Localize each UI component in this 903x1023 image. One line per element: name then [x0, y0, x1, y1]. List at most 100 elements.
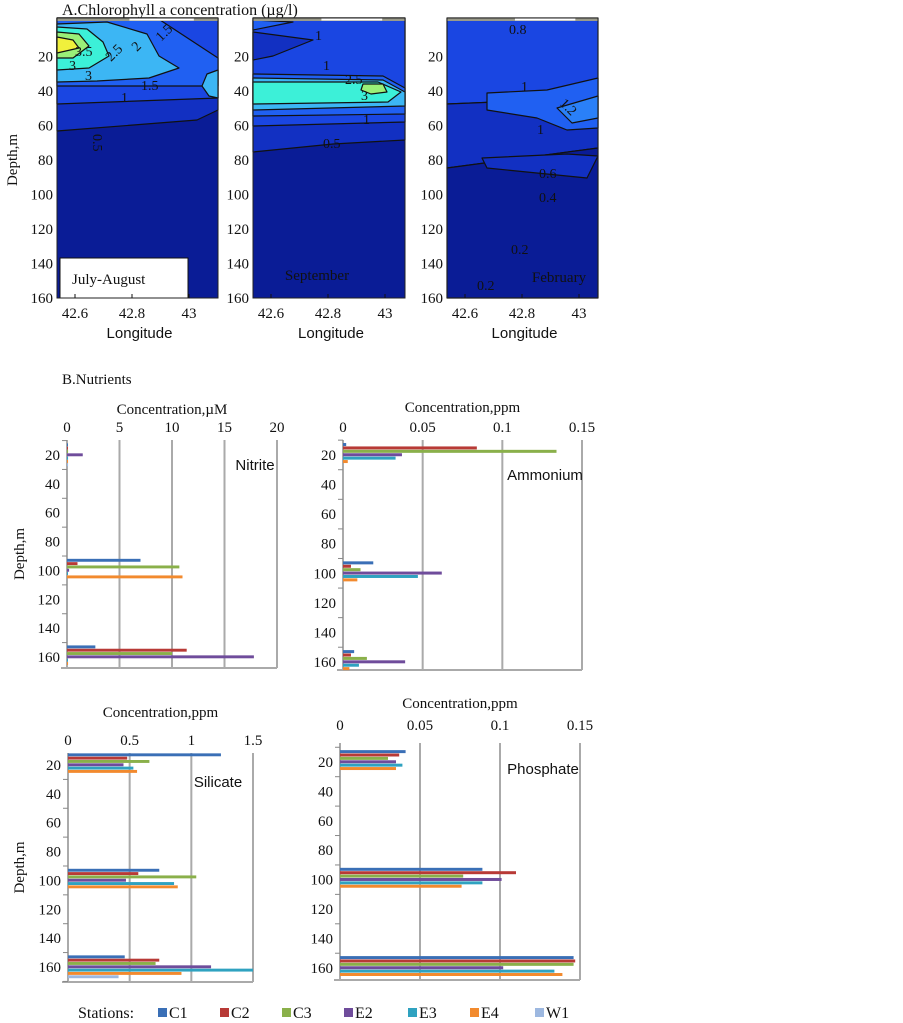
bar-phosphate-E4-100m — [340, 884, 462, 888]
bar-chart-silicate: Concentration,ppm 0 0.5 1 1.5 20 40 60 80 100 120 1… — [12, 705, 263, 983]
y-tick-label: 160 — [227, 291, 250, 307]
y-tick-label: 100 — [227, 188, 250, 204]
legend-swatch — [408, 1008, 417, 1017]
bar-phosphate-C1-100m — [340, 867, 483, 871]
bar-phosphate-E2-100m — [340, 877, 502, 881]
bar-silicate-C3-20m — [68, 759, 150, 763]
contour-panel-february: 0.811.210.60.40.20.2February204060801001… — [421, 17, 599, 342]
panel-label-box — [59, 257, 189, 299]
bar-phosphate-C2-160m — [340, 959, 576, 963]
legend-item-E2: E2 — [344, 1005, 373, 1022]
x-tick-label: 10 — [165, 420, 180, 436]
bar-ammonium-C2-100m — [343, 564, 351, 568]
station-strip-marker — [129, 18, 194, 21]
panel-label: February — [532, 270, 587, 286]
x-tick-label: 0.1 — [493, 420, 512, 436]
bar-nitrite-C1-100m — [67, 558, 141, 562]
legend-item-E4: E4 — [470, 1005, 499, 1022]
x-axis-label: Longitude — [107, 325, 173, 342]
bar-silicate-E3-20m — [68, 766, 134, 770]
bar-nitrite-C2-160m — [67, 648, 187, 652]
y-tick-label: 20 — [428, 50, 443, 66]
x-tick-label: 0.05 — [410, 420, 436, 436]
contour-panel-september: 112.5310.5September204060801001201401604… — [227, 17, 406, 342]
y-tick-label: 60 — [46, 816, 61, 832]
bar-phosphate-C2-20m — [340, 753, 400, 757]
x-tick-label: 0.05 — [407, 718, 433, 734]
x-axis-title: Concentration,µM — [117, 402, 228, 418]
y-tick-label: 40 — [234, 84, 249, 100]
chart-label: Silicate — [194, 774, 242, 791]
y-tick-label: 20 — [45, 448, 60, 464]
bar-nitrite-E2-20m — [67, 453, 83, 457]
y-tick-label: 120 — [314, 596, 337, 612]
bar-phosphate-E3-20m — [340, 763, 403, 767]
bar-ammonium-E2-20m — [343, 453, 402, 457]
y-tick-label: 80 — [38, 153, 53, 169]
bar-silicate-C3-160m — [68, 962, 156, 965]
y-tick-label: 60 — [318, 814, 333, 830]
legend-label: W1 — [546, 1005, 569, 1022]
bar-ammonium-E3-160m — [343, 663, 359, 667]
contour-label: 1.5 — [141, 79, 159, 94]
y-tick-label: 40 — [318, 784, 333, 800]
legend-swatch — [220, 1008, 229, 1017]
bar-ammonium-E4-100m — [343, 578, 358, 582]
contour-label: 3.5 — [75, 45, 93, 60]
contour-label: 1 — [363, 113, 370, 128]
y-tick-label: 40 — [428, 84, 443, 100]
bar-ammonium-C3-100m — [343, 568, 361, 572]
legend-label: E4 — [481, 1005, 499, 1022]
x-tick-label: 1.5 — [244, 733, 263, 749]
bar-phosphate-C1-160m — [340, 956, 574, 960]
contour-label: 0.2 — [511, 243, 529, 258]
bar-nitrite-E4-100m — [67, 575, 183, 579]
panel-label: September — [285, 268, 349, 284]
bar-phosphate-E2-20m — [340, 760, 396, 764]
x-tick-label: 0 — [336, 718, 344, 734]
y-tick-label: 80 — [321, 537, 336, 553]
bar-ammonium-E3-20m — [343, 456, 396, 460]
y-axis-label: Depth,m — [5, 134, 21, 186]
y-tick-label: 160 — [38, 650, 61, 666]
contour-label: 1 — [537, 123, 544, 138]
bar-ammonium-C1-160m — [343, 650, 355, 654]
x-tick-label: 42.8 — [119, 306, 145, 322]
bar-nitrite-C2-20m — [67, 446, 68, 450]
bar-ammonium-E2-100m — [343, 571, 442, 575]
y-tick-label: 20 — [234, 50, 249, 66]
contour-label: 0.5 — [89, 134, 104, 152]
bar-nitrite-E3-100m — [67, 572, 68, 576]
contour-label: 3 — [85, 69, 92, 84]
panel-frame — [56, 17, 219, 299]
bar-silicate-C1-160m — [68, 955, 125, 959]
y-tick-label: 160 — [39, 960, 62, 976]
section-a-title: A.Chlorophyll a concentration (µg/l) — [62, 2, 298, 19]
legend-swatch — [344, 1008, 353, 1017]
contour-label: 0.6 — [539, 167, 557, 182]
x-tick-label: 43 — [378, 306, 393, 322]
y-tick-label: 140 — [314, 625, 337, 641]
bar-silicate-C3-100m — [68, 875, 197, 879]
contour-label: 0.5 — [323, 137, 341, 152]
x-tick-label: 0 — [63, 420, 71, 436]
bar-silicate-E2-160m — [68, 965, 212, 969]
contour-label: 0.2 — [477, 279, 495, 294]
station-strip-marker — [514, 18, 576, 21]
bar-phosphate-E3-100m — [340, 881, 483, 885]
x-tick-label: 0.5 — [120, 733, 139, 749]
y-tick-label: 140 — [227, 257, 250, 273]
legend-label: E2 — [355, 1005, 373, 1022]
bar-silicate-E4-20m — [68, 769, 138, 773]
bar-phosphate-C3-160m — [340, 962, 574, 966]
section-b-title: B.Nutrients — [62, 372, 132, 388]
y-tick-label: 60 — [38, 119, 53, 135]
y-tick-label: 60 — [321, 507, 336, 523]
contour-label: 2.5 — [345, 73, 363, 88]
bar-phosphate-C3-100m — [340, 874, 464, 878]
bar-ammonium-E4-160m — [343, 667, 350, 671]
bar-nitrite-C3-20m — [67, 450, 69, 453]
x-axis-title: Concentration,ppm — [103, 705, 219, 721]
y-tick-label: 160 — [421, 291, 444, 307]
